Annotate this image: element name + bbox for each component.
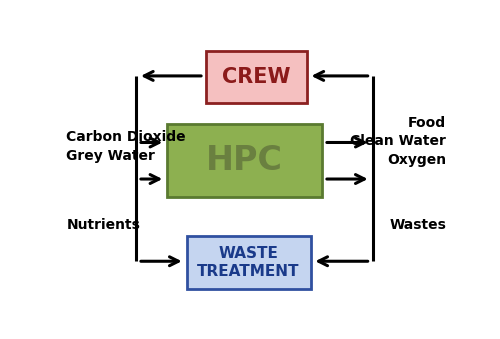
Text: CREW: CREW [222, 67, 290, 87]
Bar [186, 237, 310, 289]
Bar [206, 51, 306, 103]
Bar [167, 124, 322, 197]
Text: Wastes: Wastes [389, 218, 446, 232]
Text: WASTE
TREATMENT: WASTE TREATMENT [197, 246, 300, 279]
Text: Food
Clean Water
Oxygen: Food Clean Water Oxygen [350, 116, 446, 166]
Text: Nutrients: Nutrients [66, 218, 140, 232]
Text: Carbon Dioxide
Grey Water: Carbon Dioxide Grey Water [66, 130, 186, 163]
Text: HPC: HPC [206, 144, 283, 177]
